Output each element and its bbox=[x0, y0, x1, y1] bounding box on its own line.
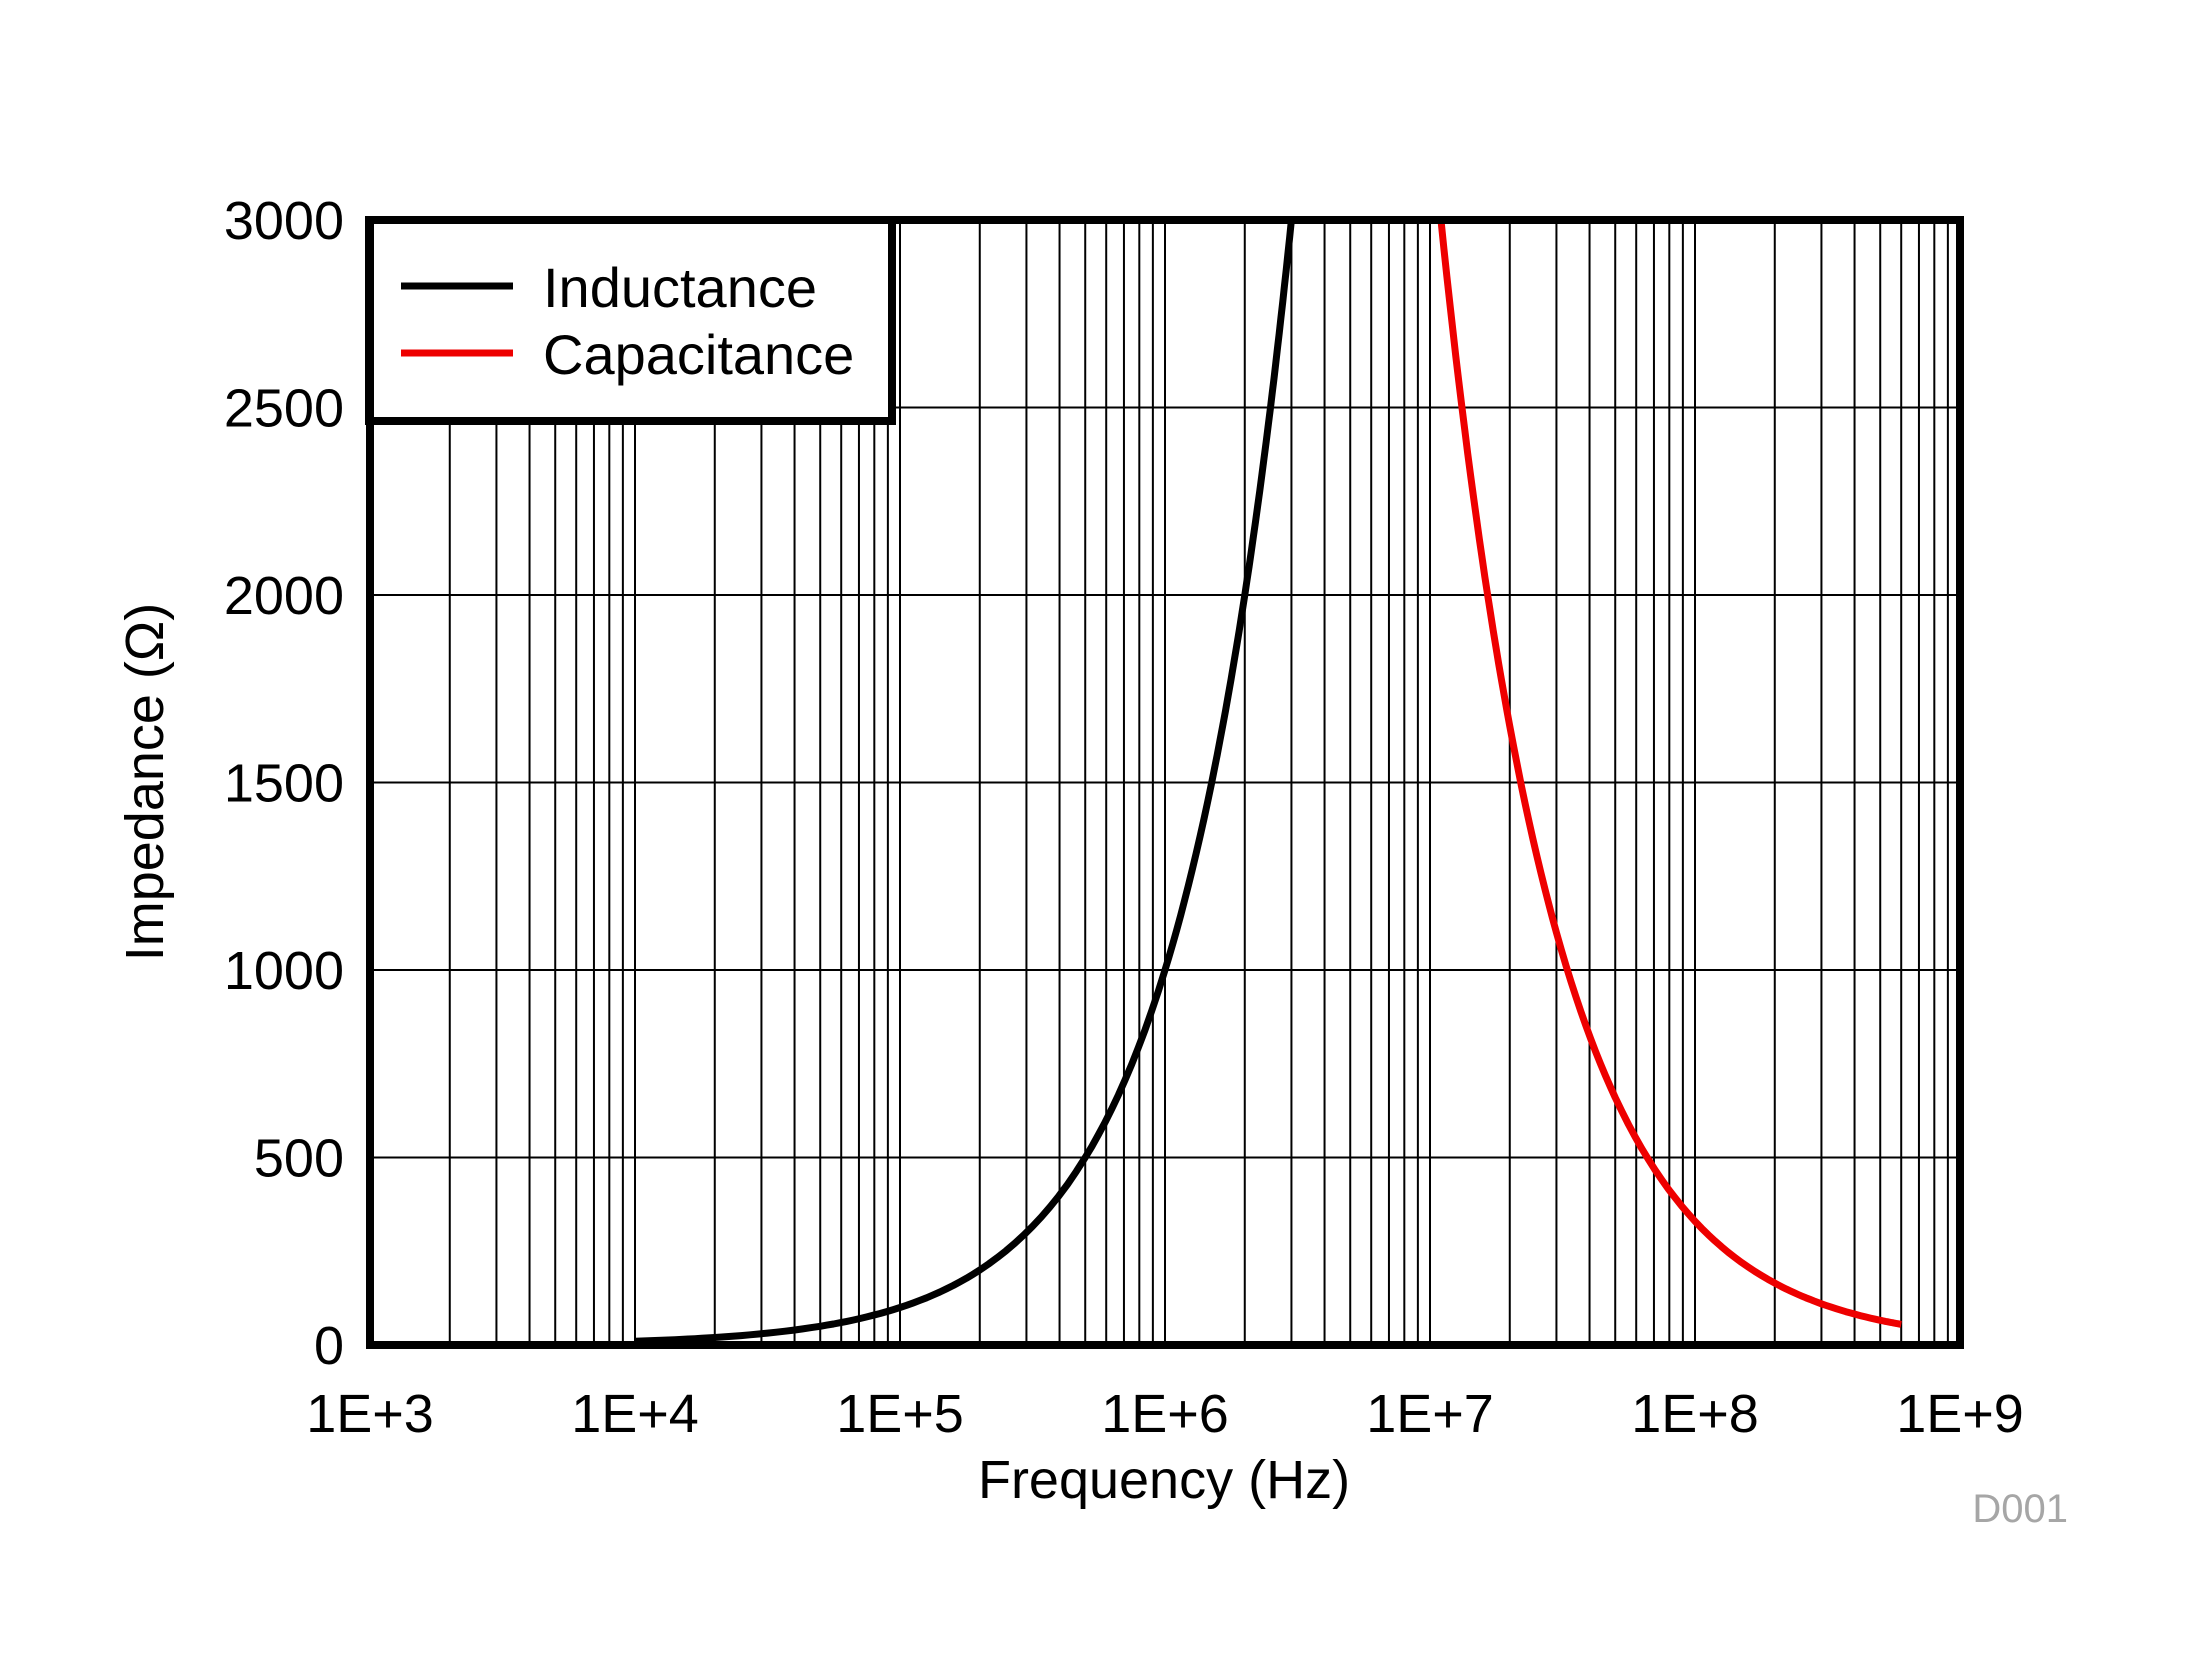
legend-box bbox=[365, 216, 896, 425]
x-tick-label: 1E+4 bbox=[571, 1384, 699, 1444]
y-tick-label: 0 bbox=[314, 1316, 344, 1376]
figure-code: D001 bbox=[1972, 1487, 2068, 1531]
x-tick-label: 1E+5 bbox=[836, 1384, 964, 1444]
x-tick-label: 1E+7 bbox=[1366, 1384, 1494, 1444]
legend-label-inductance: Inductance bbox=[543, 256, 817, 319]
y-tick-label: 1000 bbox=[224, 941, 344, 1001]
y-tick-label: 2000 bbox=[224, 566, 344, 626]
y-tick-label: 1500 bbox=[224, 754, 344, 814]
x-tick-label: 1E+9 bbox=[1896, 1384, 2024, 1444]
legend: Inductance Capacitance bbox=[365, 216, 896, 425]
x-tick-labels: 1E+3 1E+4 1E+5 1E+6 1E+7 1E+8 1E+9 bbox=[306, 1384, 2024, 1444]
legend-label-capacitance: Capacitance bbox=[543, 323, 854, 386]
curves bbox=[634, 219, 1903, 1345]
x-tick-label: 1E+3 bbox=[306, 1384, 434, 1444]
y-tick-label: 3000 bbox=[224, 191, 344, 251]
x-axis-label: Frequency (Hz) bbox=[978, 1450, 1350, 1510]
x-tick-label: 1E+8 bbox=[1631, 1384, 1759, 1444]
series-line-capacitance bbox=[1437, 219, 1903, 1328]
y-axis-label: Impedance (Ω) bbox=[115, 603, 175, 962]
y-tick-labels: 0 500 1000 1500 2000 2500 3000 bbox=[224, 191, 344, 1376]
y-tick-label: 500 bbox=[254, 1129, 344, 1189]
x-tick-label: 1E+6 bbox=[1101, 1384, 1229, 1444]
series-line-inductance bbox=[634, 219, 1295, 1345]
plot-frame bbox=[366, 216, 1964, 1349]
y-tick-label: 2500 bbox=[224, 379, 344, 439]
